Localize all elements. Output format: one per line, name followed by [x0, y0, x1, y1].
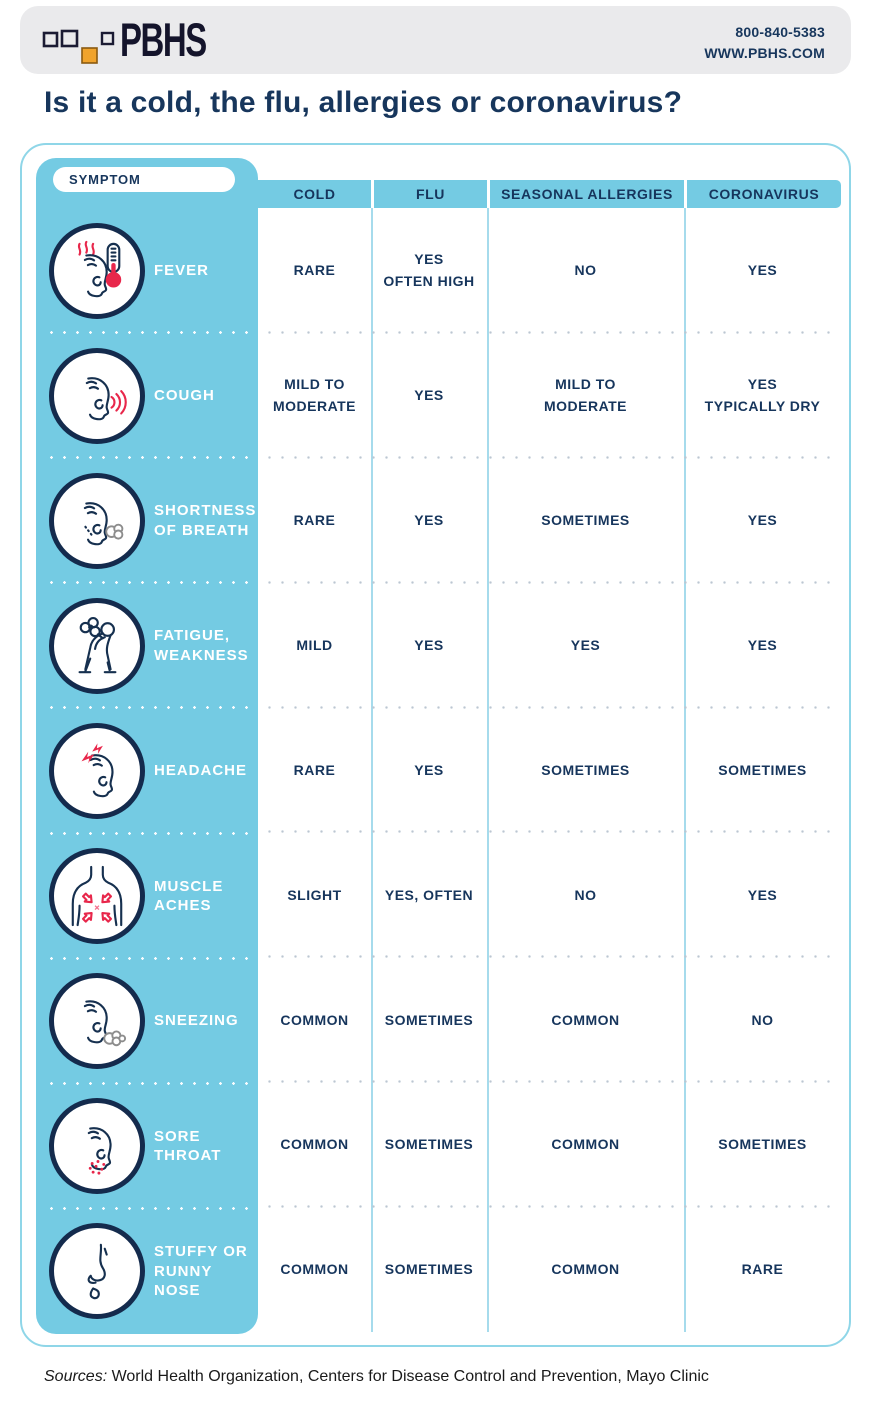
pbhs-logo-squares-icon — [42, 29, 115, 64]
table-row-shortness-of-breath: RARE YES SOMETIMES YES — [258, 458, 841, 584]
cell-sneezing-flu: SOMETIMES — [384, 1011, 474, 1028]
sore-throat-icon — [49, 1098, 145, 1195]
table-row-fever: RARE YES OFTEN HIGH NO YES — [258, 208, 841, 334]
cell-fatigue-weakness-coronavirus: YES — [747, 636, 778, 653]
column-header-seasonal-allergies: SEASONAL ALLERGIES — [487, 180, 684, 208]
column-divider — [684, 208, 686, 1332]
column-header-band: COLD FLU SEASONAL ALLERGIES CORONAVIRUS — [258, 180, 841, 208]
symptom-label: FEVER — [154, 261, 210, 279]
cell-muscle-aches-coronavirus: YES — [747, 886, 778, 903]
cell-headache-flu: YES — [414, 761, 444, 778]
symptom-row-fever: FEVER — [36, 208, 258, 335]
sources-footer: Sources: World Health Organization, Cent… — [44, 1368, 709, 1386]
shortness-of-breath-icon — [49, 472, 145, 569]
cell-shortness-of-breath-coronavirus: YES — [747, 512, 778, 529]
contact-phone: 800-840-5383 — [735, 24, 825, 40]
cell-stuffy-runny-nose-coronavirus: RARE — [741, 1261, 784, 1278]
pbhs-logo-text: PBHS — [120, 13, 207, 66]
symptom-row-cough: COUGH — [36, 333, 258, 460]
fatigue-weakness-icon — [49, 597, 145, 694]
pbhs-logo: PBHS — [42, 13, 243, 72]
cell-sore-throat-flu: SOMETIMES — [384, 1136, 474, 1153]
contact-website: WWW.PBHS.COM — [704, 45, 825, 61]
cell-shortness-of-breath-cold: RARE — [293, 512, 336, 529]
cell-sore-throat-allergies: COMMON — [551, 1136, 620, 1153]
page-title: Is it a cold, the flu, allergies or coro… — [44, 86, 683, 119]
header-bar: PBHS 800-840-5383 WWW.PBHS.COM — [20, 6, 851, 74]
symptom-label: MUSCLE ACHES — [154, 877, 224, 915]
cell-sneezing-allergies: COMMON — [551, 1011, 620, 1028]
cell-headache-cold: RARE — [293, 761, 336, 778]
cell-fatigue-weakness-flu: YES — [414, 636, 444, 653]
table-row-sore-throat: COMMON SOMETIMES COMMON SOMETIMES — [258, 1082, 841, 1209]
table-body: RARE YES OFTEN HIGH NO YES MILD TO MODER… — [258, 208, 841, 1332]
symptom-label: SORE THROAT — [154, 1127, 222, 1165]
sources-label: Sources: — [44, 1368, 108, 1385]
cell-stuffy-runny-nose-flu: SOMETIMES — [384, 1261, 474, 1278]
cell-sneezing-cold: COMMON — [280, 1011, 349, 1028]
cell-sore-throat-coronavirus: SOMETIMES — [718, 1136, 807, 1153]
symptom-label: COUGH — [154, 386, 215, 404]
cough-icon — [49, 347, 145, 444]
symptom-label: HEADACHE — [154, 762, 248, 780]
symptom-row-stuffy-runny-nose: STUFFY OR RUNNY NOSE — [36, 1209, 258, 1334]
symptom-row-shortness-of-breath: SHORTNESS OF BREATH — [36, 458, 258, 585]
cell-fever-allergies: NO — [574, 262, 597, 279]
cell-sore-throat-cold: COMMON — [280, 1136, 349, 1153]
sources-text: World Health Organization, Centers for D… — [107, 1368, 709, 1385]
table-row-muscle-aches: SLIGHT YES, OFTEN NO YES — [258, 832, 841, 959]
column-header-cold: COLD — [293, 186, 336, 202]
cell-stuffy-runny-nose-cold: COMMON — [280, 1261, 349, 1278]
column-divider — [371, 208, 373, 1332]
table-row-cough: MILD TO MODERATE YES MILD TO MODERATE YE… — [258, 333, 841, 459]
symptom-label: FATIGUE, WEAKNESS — [154, 627, 249, 664]
symptom-header-pill: SYMPTOM — [53, 167, 235, 192]
column-header-flu: FLU — [371, 180, 487, 208]
table-row-sneezing: COMMON SOMETIMES COMMON NO — [258, 957, 841, 1084]
cell-cough-cold: MILD TO MODERATE — [272, 375, 357, 415]
headache-icon — [49, 722, 145, 819]
header-contact: 800-840-5383 WWW.PBHS.COM — [704, 22, 825, 64]
symptom-row-fatigue-weakness: FATIGUE, WEAKNESS — [36, 583, 258, 710]
table-row-headache: RARE YES SOMETIMES SOMETIMES — [258, 708, 841, 834]
cell-muscle-aches-flu: YES, OFTEN — [384, 886, 474, 903]
column-divider — [487, 208, 489, 1332]
sneezing-icon — [49, 973, 145, 1070]
cell-muscle-aches-cold: SLIGHT — [287, 886, 342, 903]
cell-stuffy-runny-nose-allergies: COMMON — [551, 1261, 620, 1278]
cell-fatigue-weakness-cold: MILD — [296, 636, 333, 653]
cell-headache-coronavirus: SOMETIMES — [718, 761, 807, 778]
table-row-stuffy-runny-nose: COMMON SOMETIMES COMMON RARE — [258, 1207, 841, 1332]
symptom-rows: FEVER — [36, 208, 258, 1334]
cell-sneezing-coronavirus: NO — [751, 1011, 774, 1028]
cell-shortness-of-breath-allergies: SOMETIMES — [541, 512, 630, 529]
symptom-row-muscle-aches: MUSCLE ACHES — [36, 834, 258, 960]
cell-fever-coronavirus: YES — [747, 262, 778, 279]
symptom-row-sneezing: SNEEZING — [36, 959, 258, 1085]
symptom-label: SHORTNESS OF BREATH — [154, 502, 257, 539]
symptom-column: SYMPTOM — [36, 158, 258, 1334]
cell-cough-coronavirus: YES TYPICALLY DRY — [704, 375, 821, 415]
cell-cough-allergies: MILD TO MODERATE — [543, 375, 628, 415]
muscle-aches-icon — [49, 848, 145, 945]
cell-muscle-aches-allergies: NO — [574, 886, 597, 903]
cell-fever-cold: RARE — [293, 262, 336, 279]
fever-icon — [49, 222, 145, 319]
symptom-label: STUFFY OR RUNNY NOSE — [154, 1243, 248, 1300]
stuffy-runny-nose-icon — [49, 1223, 145, 1320]
cell-fever-flu: YES OFTEN HIGH — [383, 251, 475, 290]
symptom-row-sore-throat: SORE THROAT — [36, 1084, 258, 1210]
symptom-comparison-table: COLD FLU SEASONAL ALLERGIES CORONAVIRUS … — [20, 143, 851, 1347]
column-header-coronavirus: CORONAVIRUS — [684, 180, 841, 208]
table-row-fatigue-weakness: MILD YES YES YES — [258, 583, 841, 709]
cell-headache-allergies: SOMETIMES — [541, 761, 630, 778]
symptom-label: SNEEZING — [154, 1012, 239, 1030]
cell-cough-flu: YES — [414, 387, 444, 404]
cell-shortness-of-breath-flu: YES — [414, 512, 444, 529]
cell-fatigue-weakness-allergies: YES — [570, 636, 601, 653]
symptom-row-headache: HEADACHE — [36, 708, 258, 835]
